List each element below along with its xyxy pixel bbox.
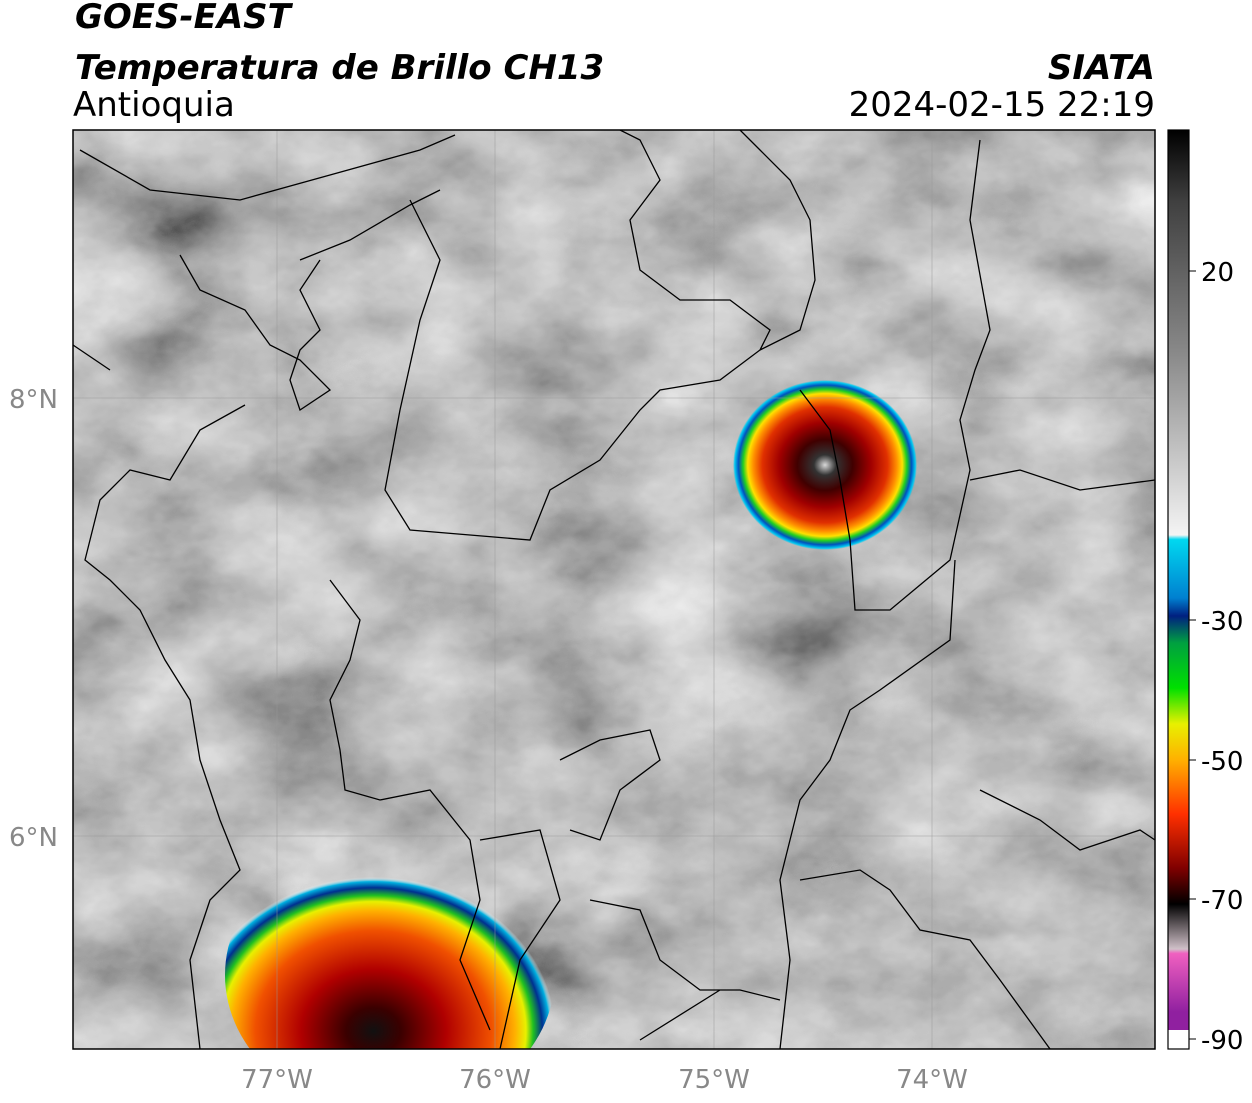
colorbar-label: -50 xyxy=(1201,747,1243,777)
colorbar-gradient xyxy=(1168,130,1189,1030)
timestamp: 2024-02-15 22:19 xyxy=(849,85,1155,125)
colorbar: 20 -30 -50 -70 -90 xyxy=(1167,129,1243,1056)
coastline xyxy=(73,134,456,1049)
storm-cell xyxy=(225,835,555,1049)
colorbar-label: -90 xyxy=(1201,1026,1243,1056)
lat-label: 8°N xyxy=(9,385,58,415)
colorbar-label: -30 xyxy=(1201,607,1243,637)
colorbar-label: -70 xyxy=(1201,886,1243,916)
lat-label: 6°N xyxy=(9,823,58,853)
title: GOES-EAST xyxy=(75,0,294,37)
lon-label: 74°W xyxy=(896,1065,968,1095)
colorbar-label: 20 xyxy=(1201,258,1234,288)
lon-label: 75°W xyxy=(678,1065,750,1095)
region: Antioquia xyxy=(73,85,235,125)
map-frame xyxy=(72,129,1156,1050)
source: SIATA xyxy=(1048,48,1155,88)
colorbar-frame xyxy=(1167,129,1190,1050)
subtitle: Temperatura de Brillo CH13 xyxy=(75,48,604,88)
admin-border xyxy=(329,130,1155,1049)
lon-label: 76°W xyxy=(459,1065,531,1095)
lon-label: 77°W xyxy=(241,1065,313,1095)
map xyxy=(73,130,1155,1049)
storm-cell xyxy=(733,380,917,550)
cloud-field xyxy=(73,130,1155,1049)
